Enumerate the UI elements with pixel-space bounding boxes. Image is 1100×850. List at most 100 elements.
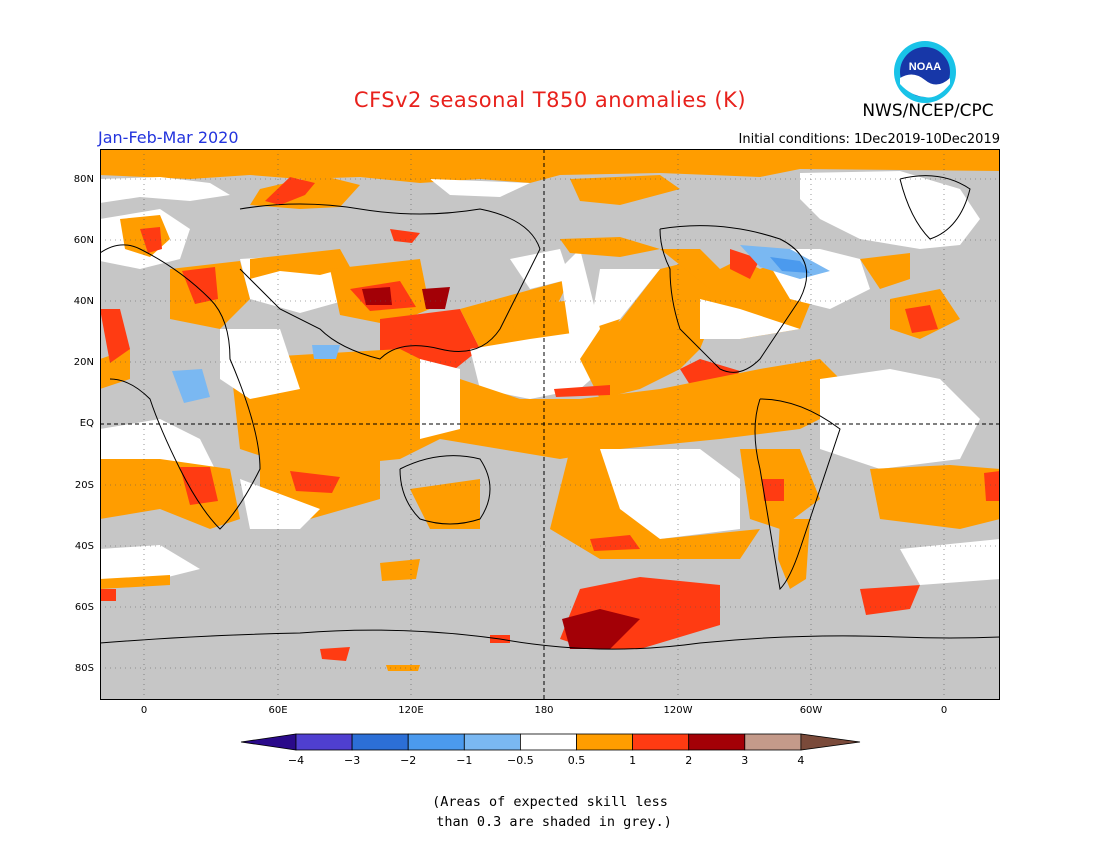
anomaly-region: [180, 467, 218, 505]
initial-conditions-label: Initial conditions: 1Dec2019-10Dec2019: [738, 132, 1000, 147]
colorbar-segment: [800, 733, 861, 751]
near-normal-region: [590, 269, 660, 329]
lat-tick-label: 60N: [73, 235, 94, 246]
lat-tick-label: 80N: [73, 174, 94, 185]
coastline: [399, 455, 491, 525]
anomaly-region: [390, 229, 420, 243]
colorbar-segment: [295, 733, 353, 751]
lon-tick-label: 120E: [398, 705, 424, 716]
coastline: [100, 244, 261, 530]
colorbar-segment: [463, 733, 521, 751]
colorbar-label: −4: [287, 754, 305, 767]
coastline: [659, 225, 808, 373]
lon-tick-label: 60W: [799, 705, 823, 716]
skill-note-line: than 0.3 are shaded in grey.): [428, 814, 672, 830]
season-label: Jan-Feb-Mar 2020: [98, 128, 239, 147]
anomaly-region: [380, 559, 420, 581]
near-normal-region: [430, 179, 530, 197]
anomaly-region: [422, 287, 450, 309]
colorbar-label: −1: [456, 754, 473, 767]
anomaly-region: [100, 575, 170, 589]
anomaly-region: [870, 465, 1000, 529]
anomaly-region: [762, 479, 784, 501]
skill-note-line: (Areas of expected skill less: [432, 794, 668, 810]
near-normal-region: [560, 249, 600, 339]
anomaly-region: [230, 349, 860, 469]
colorbar-segment: [351, 733, 409, 751]
colorbar-label: 1: [629, 754, 637, 767]
anomaly-region: [100, 149, 1000, 183]
organization-label: NWS/NCEP/CPC: [862, 101, 994, 121]
lon-tick-label: 120W: [663, 705, 693, 716]
skill-note: (Areas of expected skill less than 0.3 a…: [0, 792, 1100, 832]
colorbar-label: −2: [400, 754, 417, 767]
lon-tick-label: 0: [140, 705, 148, 716]
anomaly-region: [265, 177, 315, 205]
anomaly-region: [362, 287, 392, 305]
colorbar-segment: [407, 733, 465, 751]
cold-anomaly-region: [770, 257, 810, 273]
colorbar-label: −3: [343, 754, 361, 767]
anomaly-region: [860, 585, 920, 615]
anomaly-region: [100, 349, 130, 389]
colorbar-segment: [688, 733, 746, 751]
anomaly-region: [590, 535, 640, 551]
colorbar-segment: [744, 733, 802, 751]
anomaly-region: [386, 665, 420, 671]
anomaly-region: [778, 519, 810, 589]
chart-title: CFSv2 seasonal T850 anomalies (K): [353, 88, 747, 112]
coastline: [754, 398, 841, 591]
near-normal-region: [470, 329, 620, 399]
logo-text: NOAA: [909, 61, 941, 73]
lat-tick-label: 40N: [73, 296, 94, 307]
near-normal-region: [100, 545, 200, 583]
anomaly-region: [250, 249, 350, 279]
lon-tick-label: 60E: [268, 705, 288, 716]
cold-anomaly-region: [312, 345, 340, 359]
anomaly-region: [554, 385, 610, 397]
near-normal-region: [100, 177, 230, 203]
anomaly-region: [984, 471, 1000, 501]
noaa-logo: NOAA: [893, 40, 957, 104]
colorbar-segment: [519, 733, 577, 751]
anomaly-region: [550, 449, 760, 559]
lon-tick-label: 180: [534, 705, 554, 716]
anomaly-region: [182, 267, 218, 304]
colorbar: [240, 733, 862, 751]
near-normal-region: [420, 359, 460, 439]
near-normal-region: [900, 539, 1000, 585]
colorbar-label: −0.5: [507, 754, 534, 767]
lat-tick-label: EQ: [79, 418, 94, 429]
anomaly-region: [562, 609, 640, 649]
lat-tick-label: 20S: [74, 480, 94, 491]
anomaly-region: [580, 259, 720, 399]
anomaly-region: [860, 253, 910, 289]
anomaly-region: [905, 305, 938, 333]
cold-anomaly-region: [172, 369, 210, 403]
near-normal-region: [700, 299, 800, 339]
coastline: [899, 175, 971, 240]
lat-tick-label: 60S: [74, 602, 94, 613]
anomaly-region: [320, 647, 350, 661]
anomaly-map: [100, 149, 1000, 700]
near-normal-region: [220, 329, 300, 399]
colorbar-segment: [240, 733, 297, 751]
near-normal-region: [240, 479, 320, 529]
colorbar-label: 4: [797, 754, 805, 767]
anomaly-region: [570, 175, 680, 205]
near-normal-region: [800, 171, 980, 249]
anomaly-region: [560, 237, 660, 257]
near-normal-region: [820, 369, 980, 469]
colorbar-segment: [576, 733, 633, 751]
lat-tick-label: 40S: [74, 541, 94, 552]
anomaly-region: [100, 589, 116, 601]
colorbar-segment: [632, 733, 690, 751]
coastline: [239, 203, 541, 360]
colorbar-label: 3: [741, 754, 749, 767]
lon-tick-label: 0: [940, 705, 948, 716]
anomaly-region: [100, 309, 130, 363]
coastline: [100, 629, 1000, 650]
colorbar-label: 0.5: [567, 754, 586, 767]
anomaly-region: [290, 471, 340, 493]
lat-tick-label: 80S: [74, 663, 94, 674]
